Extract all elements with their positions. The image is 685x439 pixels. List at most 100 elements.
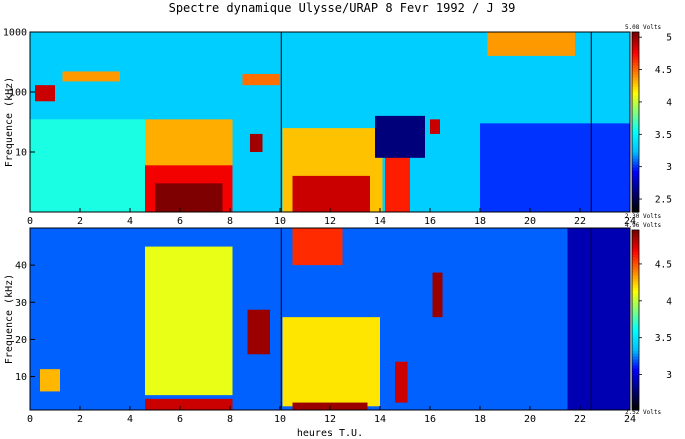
bottom-x-tick-label: 4 [127, 414, 133, 425]
x-axis-label: heures T.U. [297, 428, 363, 439]
bottom-y-tick-label: 20 [15, 335, 27, 346]
top-x-tick-label: 12 [324, 216, 336, 227]
top-x-tick-label: 0 [27, 216, 33, 227]
bottom-colorbar-segment [632, 284, 639, 288]
bottom-y-tick-label: 10 [15, 372, 27, 383]
top-x-tick-label: 6 [177, 216, 183, 227]
top-colorbar-segment [632, 170, 639, 174]
top-colorbar-segment [632, 185, 639, 189]
bottom-y-tick-label: 30 [15, 298, 27, 309]
bottom-colorbar-segment [632, 341, 639, 345]
top-colorbar-segment [632, 47, 639, 51]
top-x-tick-label: 22 [574, 216, 586, 227]
bottom-x-tick-label: 6 [177, 414, 183, 425]
bottom-colorbar-segment [632, 251, 639, 255]
bottom-colorbar-segment [632, 368, 639, 372]
bottom-colorbar-segment [632, 272, 639, 276]
bottom-colorbar-segment [632, 398, 639, 402]
top-y-axis-label: Frequence (kHz) [4, 77, 15, 167]
top-colorbar-segment [632, 179, 639, 183]
top-colorbar-segment [632, 44, 639, 48]
bottom-heat-patch [292, 228, 343, 266]
bottom-colorbar-segment [632, 377, 639, 381]
bottom-colorbar-segment [632, 365, 639, 369]
bottom-x-tick-label: 0 [27, 414, 33, 425]
top-colorbar-segment [632, 128, 639, 132]
top-colorbar-segment [632, 191, 639, 195]
top-x-tick-label: 2 [77, 216, 83, 227]
bottom-colorbar-segment [632, 302, 639, 306]
top-colorbar-segment [632, 98, 639, 102]
top-colorbar-segment [632, 131, 639, 135]
bottom-x-tick-label: 22 [574, 414, 586, 425]
top-colorbar-min-label: 2.30 Volts [625, 213, 662, 220]
bottom-colorbar-segment [632, 236, 639, 240]
top-colorbar-segment [632, 92, 639, 96]
top-colorbar-segment [632, 122, 639, 126]
top-colorbar-segment [632, 173, 639, 177]
top-colorbar-segment [632, 35, 639, 39]
top-colorbar-segment [632, 80, 639, 84]
bottom-colorbar-segment [632, 329, 639, 333]
bottom-heat-patch [40, 369, 60, 392]
top-colorbar-max-label: 5.08 Volts [625, 24, 662, 31]
top-y-tick-label: 1000 [3, 28, 27, 39]
bottom-colorbar-segment [632, 362, 639, 366]
bottom-x-tick-label: 10 [274, 414, 286, 425]
bottom-x-tick-label: 14 [374, 414, 386, 425]
bottom-colorbar-segment [632, 290, 639, 294]
top-x-tick-label: 16 [424, 216, 436, 227]
bottom-colorbar-segment [632, 239, 639, 243]
top-colorbar-segment [632, 38, 639, 42]
top-colorbar-segment [632, 134, 639, 138]
top-colorbar: 2.5 3 3.5 4 4.5 5 [631, 31, 672, 213]
top-colorbar-segment [632, 107, 639, 111]
top-colorbar-segment [632, 167, 639, 171]
bottom-colorbar-tick-label: 3 [666, 370, 672, 381]
bottom-colorbar-segment [632, 404, 639, 408]
bottom-colorbar-segment [632, 230, 639, 234]
top-colorbar-segment [632, 41, 639, 45]
top-heat-patch [242, 73, 280, 86]
bottom-colorbar-segment [632, 278, 639, 282]
top-x-tick-label: 4 [127, 216, 133, 227]
bottom-colorbar-segment [632, 389, 639, 393]
top-x-tick-label: 24 [624, 216, 636, 227]
top-colorbar-segment [632, 62, 639, 66]
bottom-colorbar-segment [632, 266, 639, 270]
top-colorbar-tick-label: 3 [666, 162, 672, 173]
top-heat-patch [35, 85, 55, 102]
top-colorbar-segment [632, 32, 639, 36]
top-colorbar-segment [632, 101, 639, 105]
top-colorbar-segment [632, 188, 639, 192]
bottom-colorbar-segment [632, 275, 639, 279]
top-colorbar-segment [632, 143, 639, 147]
top-colorbar-tick-label: 5 [666, 33, 672, 44]
bottom-colorbar-segment [632, 356, 639, 360]
bottom-colorbar-segment [632, 326, 639, 330]
bottom-colorbar-segment [632, 296, 639, 300]
bottom-colorbar-segment [632, 308, 639, 312]
top-colorbar-frame [631, 31, 640, 213]
bottom-colorbar-segment [632, 263, 639, 267]
top-colorbar-segment [632, 95, 639, 99]
bottom-colorbar: 3 3.5 4 4.5 [631, 229, 672, 411]
top-heat-patch [155, 183, 223, 212]
bottom-colorbar-segment [632, 332, 639, 336]
bottom-colorbar-segment [632, 311, 639, 315]
bottom-colorbar-segment [632, 314, 639, 318]
bottom-colorbar-segment [632, 386, 639, 390]
top-colorbar-segment [632, 164, 639, 168]
top-y-tick-label: 10 [15, 148, 27, 159]
top-colorbar-segment [632, 116, 639, 120]
bottom-heat-patch [395, 361, 408, 403]
top-colorbar-segment [632, 146, 639, 150]
bottom-colorbar-segment [632, 344, 639, 348]
bottom-heat-patch [247, 309, 270, 355]
bottom-colorbar-tick-label: 3.5 [655, 333, 672, 344]
bottom-colorbar-segment [632, 395, 639, 399]
top-heat-patch [375, 115, 425, 158]
bottom-colorbar-min-label: 2.52 Volts [625, 409, 662, 416]
bottom-colorbar-segment [632, 260, 639, 264]
